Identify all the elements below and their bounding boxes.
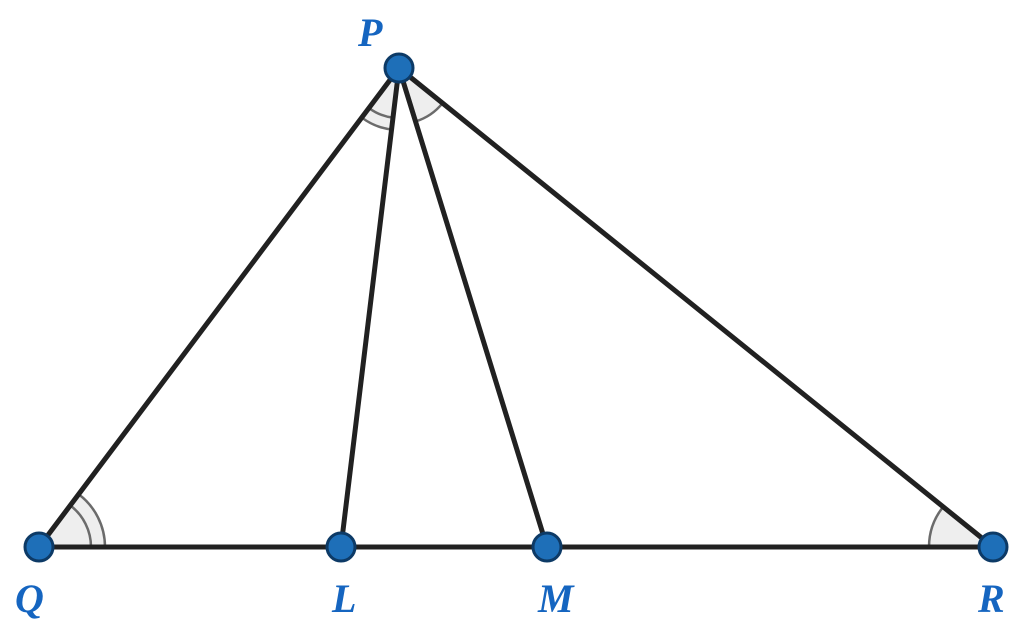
- segment-PQ: [39, 68, 399, 547]
- label-R: R: [977, 576, 1005, 621]
- label-Q: Q: [15, 576, 44, 621]
- label-M: M: [537, 576, 575, 621]
- label-P: P: [357, 10, 383, 55]
- point-P: [385, 54, 413, 82]
- point-M: [533, 533, 561, 561]
- segment-PM: [399, 68, 547, 547]
- label-L: L: [331, 576, 356, 621]
- segment-PL: [341, 68, 399, 547]
- point-R: [979, 533, 1007, 561]
- point-L: [327, 533, 355, 561]
- geometry-diagram: P Q L M R: [0, 0, 1028, 639]
- point-Q: [25, 533, 53, 561]
- segment-PR: [399, 68, 993, 547]
